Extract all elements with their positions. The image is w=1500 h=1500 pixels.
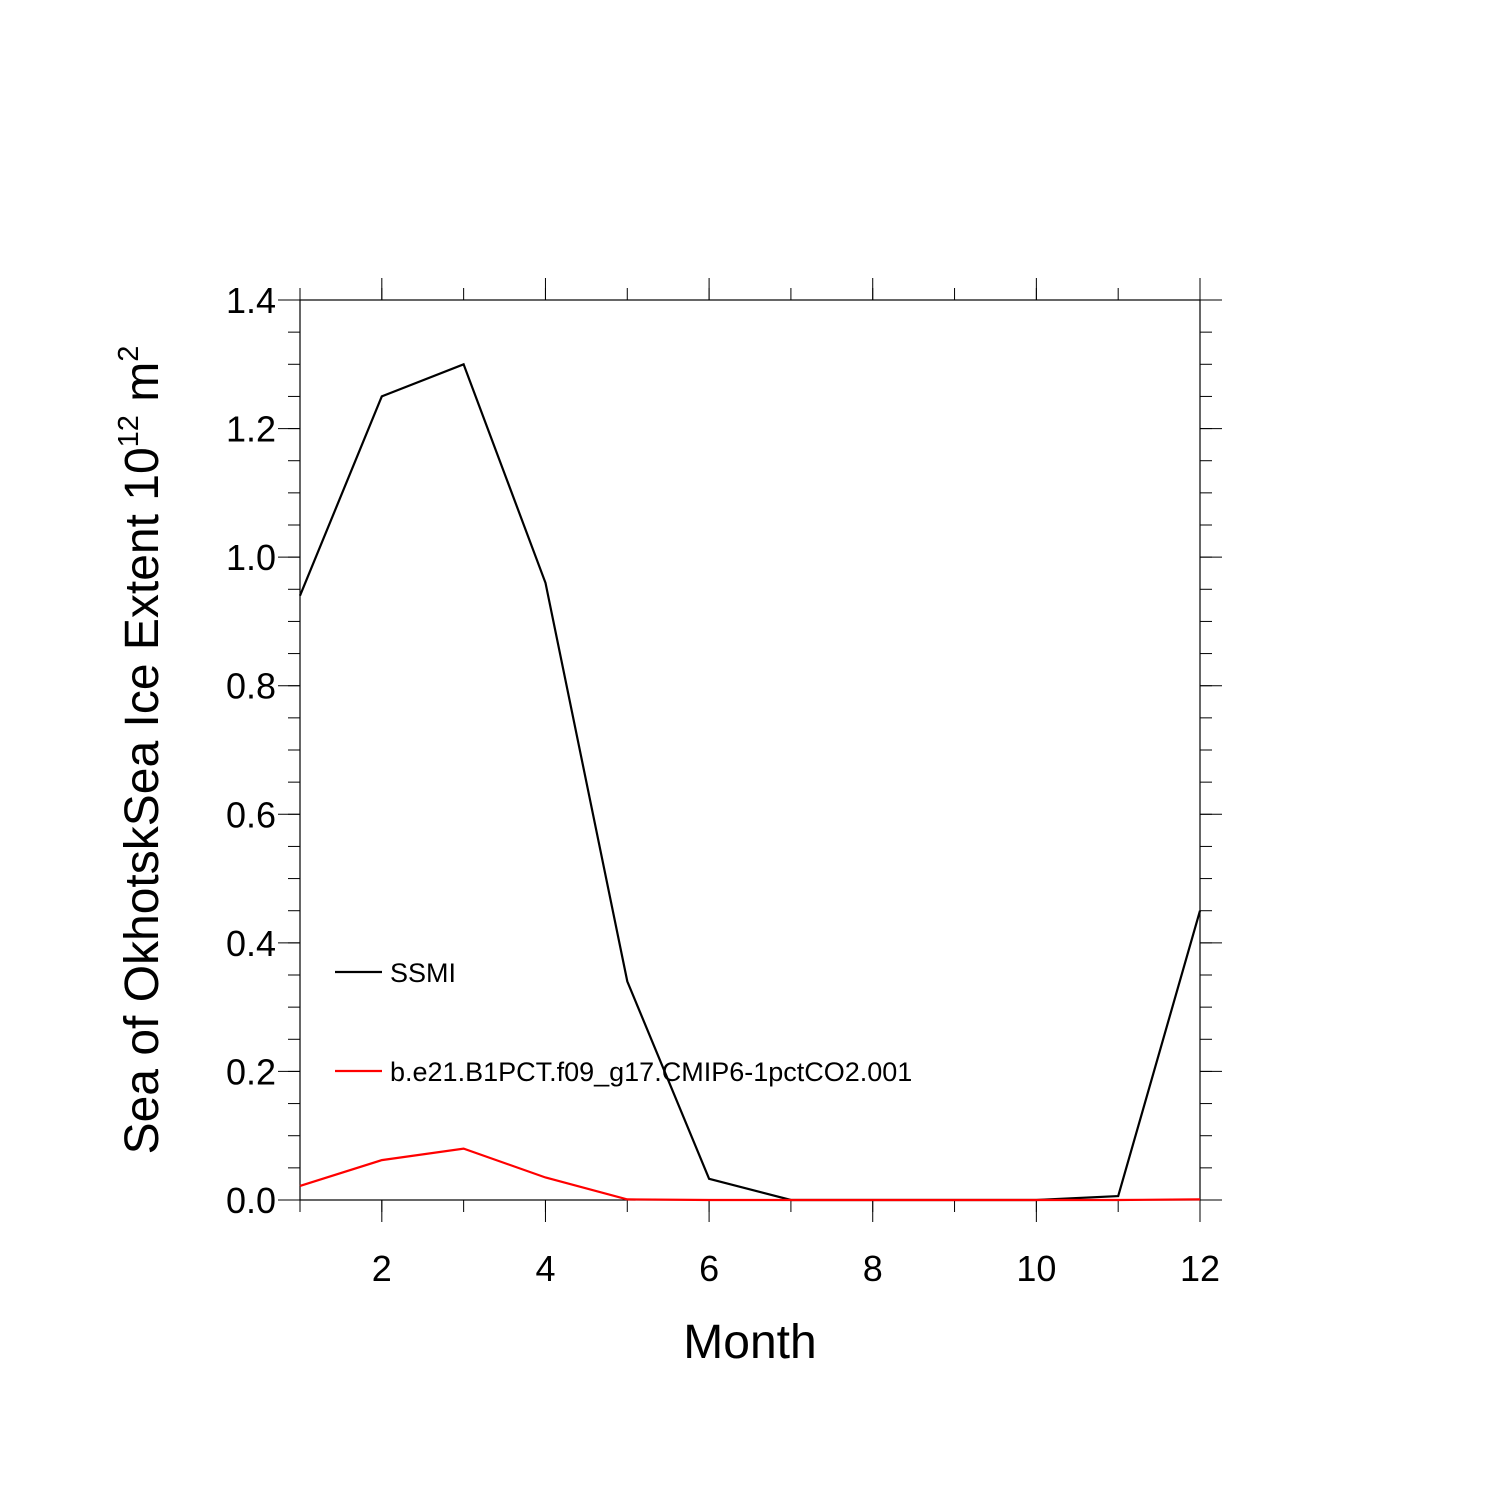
y-tick-label: 0.0 — [226, 1180, 276, 1221]
y-tick-label: 1.0 — [226, 537, 276, 578]
y-axis-title-exponent-1: 12 — [113, 415, 145, 447]
x-tick-label: 4 — [535, 1248, 555, 1289]
y-axis-title-prefix: Sea of OkhotskSea Ice Extent 10 — [116, 447, 169, 1154]
x-tick-label: 10 — [1016, 1248, 1056, 1289]
x-axis-title: Month — [683, 1316, 816, 1369]
y-tick-label: 0.8 — [226, 666, 276, 707]
y-tick-label: 0.6 — [226, 794, 276, 835]
legend: SSMI b.e21.B1PCT.f09_g17.CMIP6-1pctCO2.00… — [335, 958, 912, 1087]
x-tick-label: 12 — [1180, 1248, 1220, 1289]
y-axis-title-unit: m — [116, 362, 169, 415]
y-axis-title-exponent-2: 2 — [113, 346, 145, 362]
y-axis-title: Sea of OkhotskSea Ice Extent 1012 m2 — [113, 346, 169, 1155]
legend-label-1: SSMI — [390, 958, 456, 988]
y-tick-label: 1.4 — [226, 280, 276, 321]
x-tick-label: 8 — [863, 1248, 883, 1289]
x-tick-label: 2 — [372, 1248, 392, 1289]
tick-labels: 2 4 6 8 10 12 0.0 0.2 0.4 0.6 0.8 1.0 1.2 1.4 — [226, 280, 1220, 1289]
axis-ticks — [278, 278, 1222, 1222]
y-tick-label: 0.2 — [226, 1051, 276, 1092]
x-tick-label: 6 — [699, 1248, 719, 1289]
y-tick-label: 1.2 — [226, 409, 276, 450]
legend-label-2: b.e21.B1PCT.f09_g17.CMIP6-1pctCO2.001 — [390, 1057, 912, 1087]
y-tick-label: 0.4 — [226, 923, 276, 964]
series-line-2 — [299, 1147, 1201, 1202]
series-lines — [298, 362, 1202, 1202]
